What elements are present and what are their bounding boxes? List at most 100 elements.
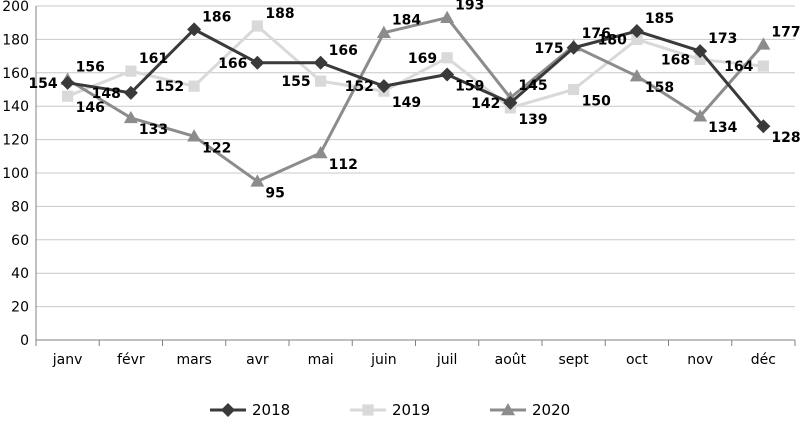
data-point-2018 (376, 79, 391, 94)
data-point-2018 (756, 119, 771, 134)
legend-label: 2020 (532, 401, 570, 419)
data-label-2018: 186 (202, 9, 231, 25)
data-point-2020 (123, 110, 138, 124)
data-label-2020: 95 (265, 185, 284, 201)
legend-marker-2018 (221, 403, 235, 417)
y-axis: 0 20 40 60 80 100 120 140 160 180 200 (2, 0, 37, 349)
data-point-2019 (125, 65, 137, 77)
data-label-2018: 159 (455, 78, 484, 94)
x-tick-label: sept (558, 352, 589, 368)
data-point-2018 (440, 67, 455, 82)
data-label-2020: 145 (518, 78, 547, 94)
series-line-2018 (67, 27, 765, 128)
data-point-2020 (376, 25, 391, 38)
data-label-2018: 148 (92, 86, 121, 102)
data-label-2020: 184 (392, 13, 421, 29)
x-tick-label: oct (626, 352, 648, 368)
y-tick-label: 0 (20, 333, 29, 349)
data-point-2019 (694, 53, 706, 66)
x-tick-label: janv (52, 352, 83, 368)
legend-item-2018: 2018 (210, 401, 290, 419)
x-tick-label: août (495, 352, 527, 368)
legend-item-2020: 2020 (490, 401, 570, 419)
data-point-2020 (250, 174, 265, 187)
y-tick-label: 160 (2, 66, 29, 82)
data-point-2018 (250, 55, 265, 70)
data-label-2020: 177 (771, 24, 800, 40)
x-tick-label: mars (176, 352, 211, 368)
x-tick-label: nov (687, 352, 713, 368)
data-point-2020 (187, 129, 202, 142)
data-label-2019: 169 (408, 51, 437, 67)
data-labels: 156 154 146 161 148 133 186 152 122 188 166 95 166 15… (28, 0, 800, 201)
data-point-2020 (756, 37, 771, 50)
series-2018 (60, 22, 771, 134)
data-label-2020: 158 (645, 80, 674, 96)
y-tick-label: 20 (11, 300, 29, 316)
data-label-2020: 122 (202, 140, 231, 156)
data-label-2020: 134 (708, 120, 737, 136)
data-label-2019: 152 (155, 79, 184, 95)
data-label-2019: 150 (582, 94, 611, 110)
data-label-2018: 128 (771, 130, 800, 146)
x-tick-label: déc (751, 352, 776, 368)
y-tick-label: 120 (2, 133, 29, 149)
data-label-2019: 155 (281, 74, 310, 90)
data-point-2019 (631, 33, 643, 45)
x-tick-label: févr (117, 352, 145, 368)
y-tick-label: 180 (2, 32, 29, 48)
data-label-2020: 156 (76, 59, 105, 75)
data-point-2019 (251, 20, 263, 32)
data-label-2018: 154 (28, 76, 57, 92)
data-label-2018: 185 (645, 11, 674, 27)
legend-marker-2020 (501, 403, 515, 416)
data-label-2018: 175 (534, 41, 563, 57)
data-point-2020 (313, 145, 328, 159)
data-point-2018 (503, 95, 518, 110)
data-label-2020: 133 (139, 122, 168, 138)
data-label-2020: 112 (329, 157, 358, 173)
x-tick-label: juin (370, 352, 397, 368)
data-label-2019: 188 (265, 6, 294, 22)
y-tick-label: 140 (2, 99, 29, 115)
data-point-2018 (60, 75, 75, 90)
data-label-2019: 168 (661, 52, 690, 68)
y-tick-label: 80 (11, 199, 29, 215)
series-line-2020 (66, 16, 765, 183)
data-point-2018 (566, 40, 581, 55)
series-group (60, 10, 771, 187)
data-point-2018 (629, 24, 644, 39)
x-tick-label: mai (308, 352, 334, 368)
data-point-2019 (188, 80, 200, 92)
data-point-2018 (187, 22, 202, 37)
data-label-2019: 180 (598, 32, 627, 48)
data-point-2019 (441, 52, 453, 64)
data-point-2019 (315, 75, 327, 87)
data-label-2019: 149 (392, 95, 421, 111)
data-label-2019: 164 (724, 59, 753, 75)
y-tick-label: 200 (2, 0, 29, 15)
data-label-2019: 139 (518, 112, 547, 128)
data-point-2018 (693, 44, 708, 59)
legend: 2018 2019 2020 (210, 401, 570, 419)
legend-label: 2019 (392, 401, 430, 419)
x-tick-label: avr (246, 352, 269, 368)
data-point-2020 (629, 69, 644, 82)
legend-label: 2018 (252, 401, 290, 419)
data-label-2018: 166 (218, 56, 247, 72)
data-point-2020 (440, 10, 455, 23)
y-tick-label: 40 (11, 266, 29, 282)
data-point-2019 (568, 83, 580, 96)
data-label-2018: 166 (329, 43, 358, 59)
series-line-2019 (67, 24, 764, 110)
x-tick-label: juil (436, 352, 458, 368)
data-label-2020: 193 (455, 0, 484, 14)
data-label-2018: 142 (471, 96, 500, 112)
series-2019 (62, 20, 769, 114)
legend-item-2019: 2019 (350, 401, 430, 419)
data-point-2019 (62, 90, 74, 102)
data-label-2019: 146 (76, 100, 105, 116)
data-label-2018: 152 (345, 79, 374, 95)
data-label-2019: 161 (139, 51, 168, 67)
